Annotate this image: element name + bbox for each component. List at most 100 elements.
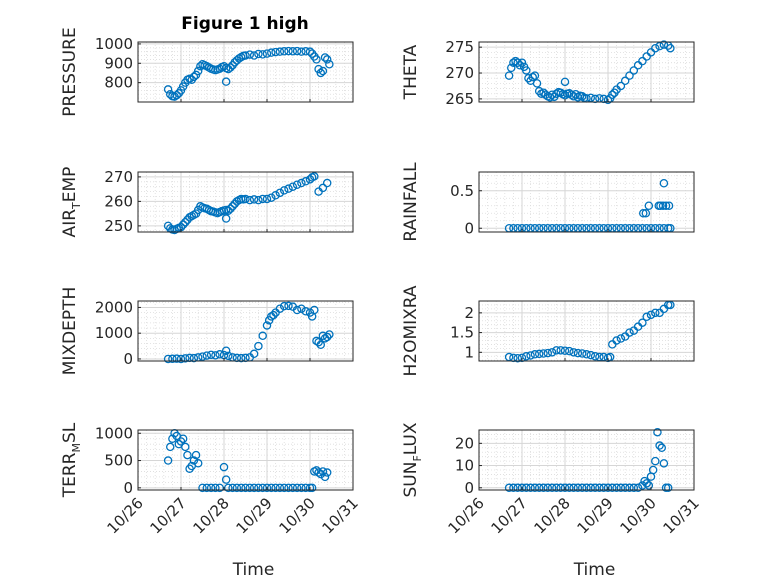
panel-h2omixra: 11.5 2 H2OMIXRA <box>401 285 695 377</box>
data-point <box>513 58 522 67</box>
data-point <box>320 472 330 482</box>
data-point <box>325 60 334 69</box>
x-tick-label: 10/29 <box>574 494 617 537</box>
data-point <box>659 178 669 188</box>
data-point <box>254 341 263 351</box>
x-axis-label: Time <box>573 560 616 580</box>
data-point <box>284 184 293 193</box>
y-tick-label: 260 <box>104 192 133 210</box>
data-point <box>322 468 332 477</box>
data-point <box>646 310 656 320</box>
data-point <box>284 483 293 493</box>
data-point <box>543 348 553 358</box>
data-point <box>249 195 259 204</box>
data-point <box>513 353 522 363</box>
data-point <box>608 483 617 493</box>
axes-box <box>478 41 695 103</box>
plot-background <box>479 42 694 102</box>
data-point <box>638 481 647 490</box>
data-point <box>641 208 651 218</box>
y-tick-label: 0 <box>464 479 474 497</box>
x-tick-label: 10/26 <box>445 494 488 537</box>
data-point <box>254 49 263 59</box>
data-point <box>189 456 199 465</box>
data-point <box>517 58 527 67</box>
data-point <box>552 483 561 493</box>
data-point <box>221 77 231 86</box>
data-point <box>560 77 570 87</box>
data-point <box>639 208 648 218</box>
data-point <box>586 93 596 103</box>
data-point <box>314 468 323 477</box>
data-point <box>316 340 325 350</box>
data-point <box>504 483 514 493</box>
data-point <box>258 331 267 341</box>
data-point <box>198 483 207 493</box>
data-point <box>534 349 544 359</box>
data-point <box>271 191 280 200</box>
data-point <box>560 91 570 100</box>
data-point <box>545 93 555 102</box>
data-point <box>215 350 224 359</box>
y-tick-label: 250 <box>104 217 133 235</box>
data-point <box>320 53 330 62</box>
y-tick-label: 2000 <box>95 298 133 316</box>
data-point <box>556 346 565 355</box>
y-tick-label: 20 <box>455 434 474 452</box>
data-point <box>279 301 289 311</box>
data-point <box>267 193 276 202</box>
panel-mixdepth: 0 1000 2000 MIXDEPTH <box>60 287 354 375</box>
data-point <box>530 71 540 80</box>
data-point <box>178 434 188 443</box>
data-point <box>577 92 587 101</box>
data-point <box>539 349 548 358</box>
data-point <box>659 40 669 49</box>
data-point <box>577 483 587 493</box>
data-point <box>279 47 289 56</box>
series-markers <box>163 46 334 101</box>
data-point <box>262 321 272 330</box>
data-point <box>307 483 317 493</box>
data-point <box>172 90 181 100</box>
data-point <box>625 71 634 80</box>
data-point <box>547 483 557 493</box>
y-tick-label: 500 <box>104 452 133 470</box>
axes-box <box>478 429 695 491</box>
data-point <box>232 353 242 363</box>
series-markers <box>504 300 675 363</box>
data-point <box>577 349 587 358</box>
data-point <box>590 352 600 361</box>
x-tick-label: 10/27 <box>488 494 531 537</box>
data-point <box>522 66 531 75</box>
data-point <box>288 47 298 56</box>
data-point <box>316 68 325 78</box>
data-point <box>534 86 544 96</box>
data-point <box>232 483 242 493</box>
data-point <box>612 483 621 493</box>
data-point <box>292 305 302 315</box>
data-point <box>556 483 565 493</box>
y-tick-label: 275 <box>445 38 474 56</box>
data-point <box>224 206 233 215</box>
data-point <box>664 201 674 210</box>
data-point <box>565 483 574 493</box>
data-point <box>552 89 561 98</box>
series-markers <box>163 429 332 493</box>
y-axis-label: THETA <box>401 44 421 100</box>
data-point <box>657 443 667 453</box>
data-point <box>202 483 212 493</box>
data-point <box>228 483 237 493</box>
data-point <box>226 63 235 72</box>
series-markers <box>504 427 673 493</box>
data-point <box>193 459 203 468</box>
axes-box <box>137 300 354 362</box>
data-point <box>318 467 328 476</box>
data-point <box>202 351 212 360</box>
data-point <box>193 66 203 76</box>
data-point <box>275 304 285 313</box>
data-point <box>616 334 626 343</box>
data-point <box>176 354 186 364</box>
data-point <box>504 71 514 80</box>
data-point <box>172 354 181 363</box>
